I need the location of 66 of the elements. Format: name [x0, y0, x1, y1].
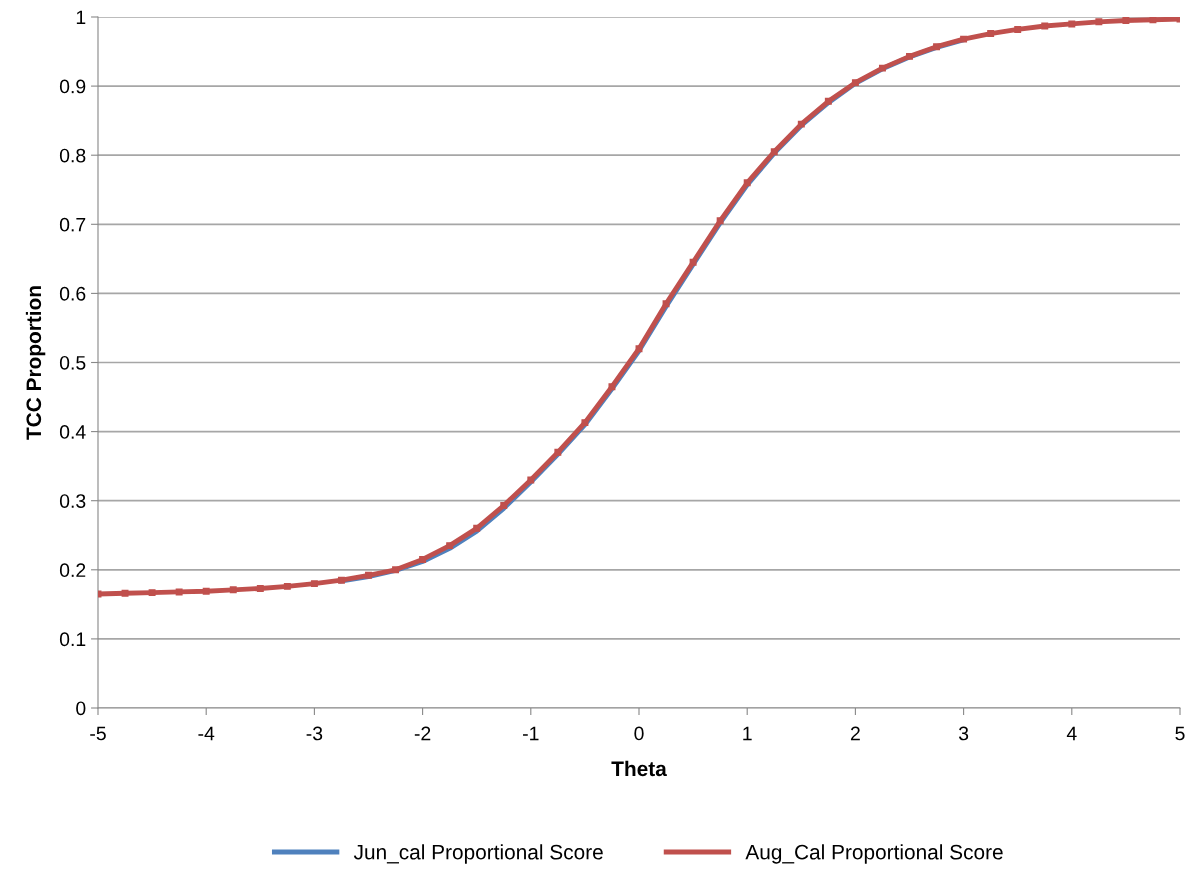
y-tick-label: 0.8 — [59, 148, 86, 163]
point — [1014, 25, 1022, 33]
point — [175, 588, 183, 596]
point — [202, 587, 210, 595]
point — [527, 476, 535, 484]
y-tick-label: 0.9 — [59, 79, 86, 94]
point — [743, 179, 751, 187]
point — [851, 79, 859, 87]
point — [392, 566, 400, 574]
point — [229, 586, 237, 594]
point — [365, 571, 372, 579]
point — [1149, 17, 1157, 24]
x-tick-label: 0 — [634, 726, 644, 741]
x-tick-label: -2 — [414, 726, 431, 741]
x-tick-label: 3 — [958, 726, 969, 741]
x-tick-label: 4 — [1066, 726, 1077, 741]
x-tick-label: -5 — [90, 726, 106, 741]
y-axis-title: TCC Proportion — [25, 286, 46, 440]
point — [148, 589, 156, 597]
y-tick-label: 0.4 — [59, 425, 86, 439]
point — [419, 555, 427, 563]
point — [608, 383, 616, 391]
y-tick-label: 0.3 — [59, 494, 86, 508]
point — [283, 582, 291, 590]
point — [1095, 18, 1103, 26]
point — [933, 43, 941, 51]
point — [581, 419, 589, 427]
point — [121, 589, 129, 597]
x-tick-label: -4 — [198, 726, 215, 741]
y-tick-label: 0.6 — [59, 286, 86, 301]
x-tick-label: 1 — [743, 726, 752, 741]
x-tick-label: 5 — [1175, 726, 1185, 741]
y-tick-label: 0.5 — [59, 355, 86, 370]
point — [1068, 20, 1076, 28]
legend-label: Jun_cal Proportional Score — [353, 844, 603, 864]
x-tick-label: -1 — [523, 726, 539, 741]
point — [635, 345, 643, 353]
point — [446, 542, 454, 550]
point — [337, 576, 345, 584]
point — [716, 217, 724, 225]
point — [310, 580, 318, 588]
legend-label: Aug_Cal Proportional Score — [745, 844, 1003, 864]
point — [987, 30, 995, 38]
point — [1041, 22, 1049, 30]
point — [689, 258, 697, 266]
x-axis-title: Theta — [611, 760, 667, 777]
x-tick-label: 2 — [850, 726, 860, 741]
point — [878, 64, 886, 72]
point — [797, 120, 805, 128]
y-tick-label: 0 — [76, 701, 86, 716]
point — [906, 52, 913, 60]
y-tick-label: 0.1 — [59, 632, 86, 647]
point — [960, 35, 968, 43]
point — [1122, 17, 1130, 24]
point — [256, 584, 264, 592]
point — [473, 524, 481, 532]
point — [554, 448, 562, 456]
point — [824, 97, 832, 105]
y-tick-label: 0.7 — [59, 217, 86, 232]
point — [770, 148, 778, 156]
line-series — [98, 17, 1180, 598]
x-tick-label: -3 — [306, 726, 323, 741]
point — [662, 300, 670, 308]
y-tick-label: 1 — [76, 10, 86, 25]
y-tick-label: 0.2 — [59, 563, 86, 578]
point — [500, 502, 508, 510]
